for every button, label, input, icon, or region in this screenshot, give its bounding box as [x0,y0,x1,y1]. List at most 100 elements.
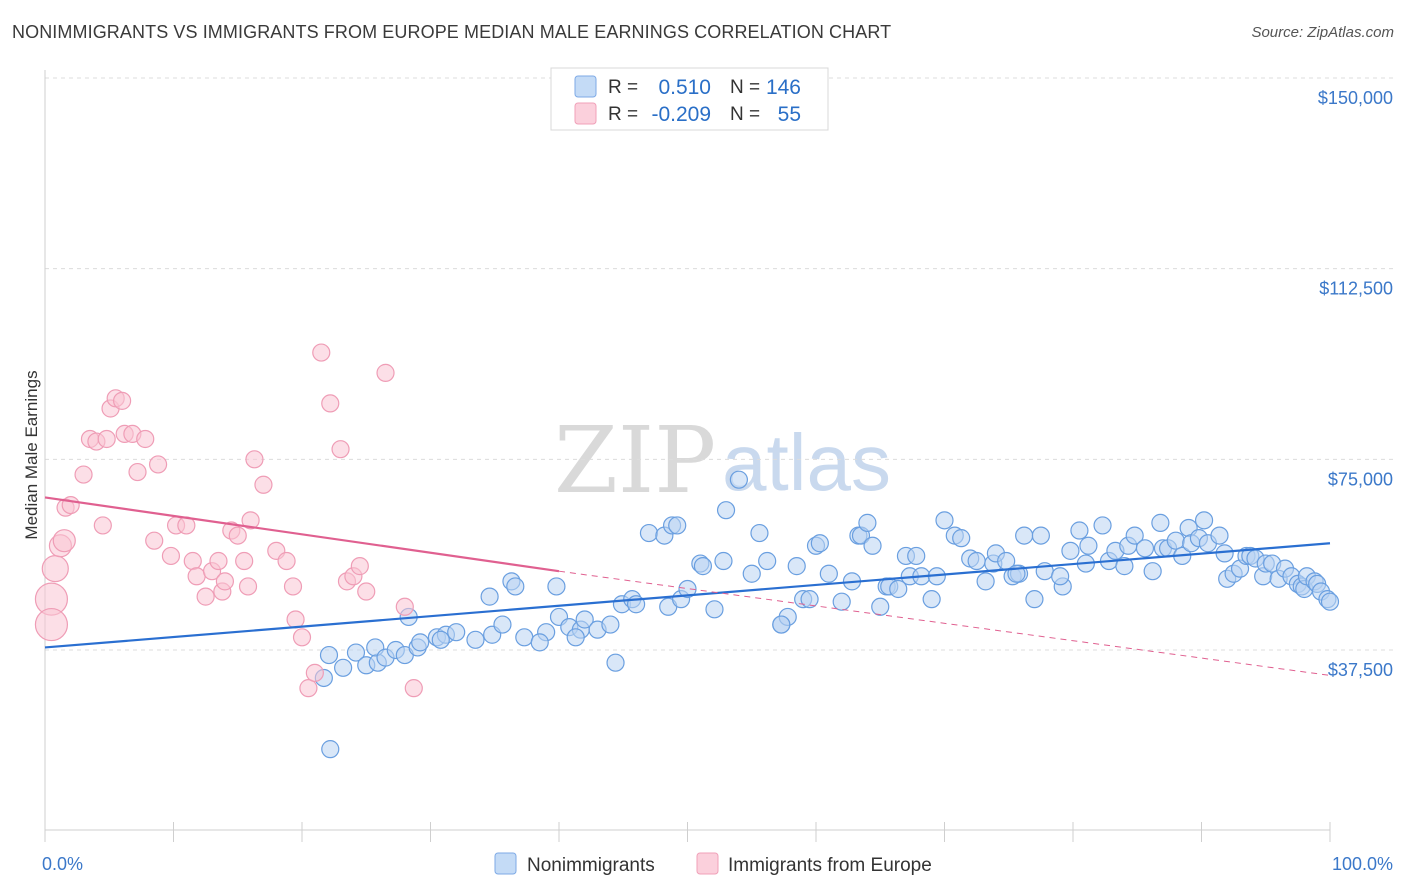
y-tick-label: $112,500 [1319,279,1393,299]
data-point [321,394,340,413]
data-point [331,440,350,459]
legend-bottom-swatch-pink [696,852,719,875]
data-point [128,462,147,482]
legend-bottom-label-2: Immigrants from Europe [728,855,932,876]
legend-r-value-1: 0.510 [658,76,711,99]
data-point [97,429,116,449]
data-point [254,475,273,494]
trend-line-nonimmigrants [44,542,1331,649]
data-point [976,572,995,591]
data-point [1151,513,1170,532]
data-point [922,590,941,609]
data-point [238,577,258,596]
data-point [668,516,687,535]
series-immigrants-europe [34,343,423,698]
data-point [74,465,93,484]
data-point [235,551,254,571]
data-point [566,628,585,647]
y-tick-label: $150,000 [1318,88,1393,108]
data-point [1125,526,1144,545]
data-point [639,523,659,543]
data-point [112,391,132,410]
data-point [530,633,549,652]
data-point [404,679,423,698]
data-point [319,645,339,665]
legend-box [550,67,829,131]
data-point [1015,526,1034,545]
chart-title: NONIMMIGRANTS VS IMMIGRANTS FROM EUROPE … [12,22,892,42]
data-point [1210,526,1229,545]
data-point [678,579,697,599]
data-point [871,597,890,616]
data-point [750,523,769,543]
data-point [935,511,954,530]
data-point [334,658,353,677]
data-point [832,592,851,611]
data-point [376,363,395,382]
data-point [480,587,499,606]
x-tick-label-min: 0.0% [42,854,83,874]
data-point [52,529,76,553]
data-point [1051,567,1070,586]
data-point [34,607,69,642]
data-point [1135,539,1155,558]
data-point [1320,592,1340,611]
x-tick-label-max: 100.0% [1332,854,1393,874]
data-point [321,740,340,759]
data-point [215,572,234,591]
data-point [952,529,971,548]
legend-top: R = 0.510 N = 146 R = -0.209 N = 55 [550,67,829,131]
data-point [299,679,318,698]
data-point [787,557,806,576]
legend-n-label-1: N = [730,77,760,98]
data-point [1215,544,1234,563]
data-point [187,567,206,586]
data-point [907,546,926,566]
data-point [350,557,369,576]
legend-swatch-pink [574,102,597,125]
data-point [772,615,791,634]
data-point [819,564,838,583]
data-point [606,653,625,672]
legend-r-label-2: R = [608,104,638,125]
legend-r-value-2: -0.209 [651,103,711,126]
data-point [863,536,882,555]
data-point [716,501,736,520]
watermark-zip: ZIP [554,407,716,514]
data-point [148,455,168,474]
data-point [1194,511,1214,530]
data-point [858,513,877,532]
data-point [1079,536,1098,555]
y-tick-labels: $37,500 $75,000 $112,500 $150,000 [1318,88,1393,680]
data-point [245,450,264,469]
data-point [493,615,512,634]
trend-line-immigrants-extension [558,570,1331,676]
data-point [61,495,80,515]
legend-n-label-2: N = [730,104,760,125]
data-point [145,531,164,550]
data-point [889,579,908,599]
data-point [742,564,761,583]
data-point [161,546,181,566]
data-point [305,663,324,682]
data-point [1143,562,1162,581]
data-point [283,577,303,596]
data-point [41,555,69,583]
legend-swatch-blue [574,75,597,98]
data-point [136,429,155,449]
data-point [693,557,713,576]
data-point [466,630,485,649]
data-point [286,610,305,629]
legend-bottom-swatch-blue [494,852,517,875]
data-point [196,587,215,606]
data-point [1061,541,1080,560]
legend-n-value-1: 146 [766,76,801,99]
data-point [547,577,566,596]
data-point [357,582,376,601]
data-point [346,643,366,662]
data-point [1093,516,1112,535]
data-point [1031,526,1050,545]
data-point [411,633,430,652]
watermark-atlas: atlas [722,418,891,507]
